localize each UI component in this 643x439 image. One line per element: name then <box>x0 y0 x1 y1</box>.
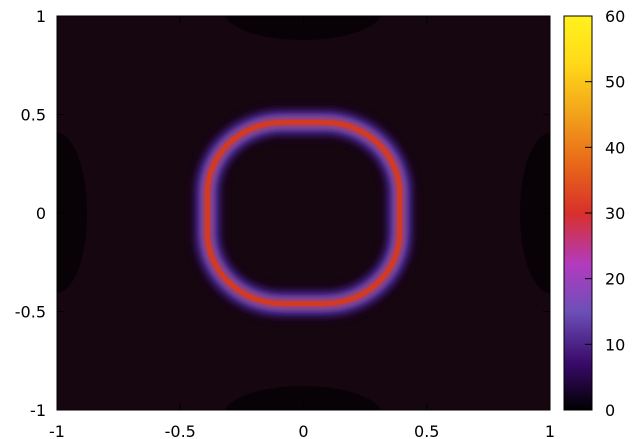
x-tick-label: 0.5 <box>414 422 439 439</box>
colorbar-tick-label: 10 <box>605 335 625 354</box>
x-tick-label: 0 <box>298 422 308 439</box>
colorbar-tick-label: 20 <box>605 270 625 289</box>
x-tick-label: -0.5 <box>165 422 196 439</box>
colorbar-tick-label: 60 <box>605 7 625 26</box>
x-axis: -1 -0.5 0 0.5 1 <box>49 16 555 439</box>
x-tick-label: 1 <box>545 422 555 439</box>
y-tick-label: -1 <box>30 401 46 420</box>
y-tick-label: 0.5 <box>21 106 46 125</box>
y-tick-label: -0.5 <box>15 303 46 322</box>
dark-region-right <box>520 133 550 293</box>
x-tick-label: -1 <box>49 422 65 439</box>
colorbar-tick-label: 0 <box>605 401 615 420</box>
colorbar-tick-label: 50 <box>605 73 625 92</box>
plot-area <box>57 16 550 410</box>
y-tick-label: 1 <box>36 7 46 26</box>
dark-region-left <box>57 133 87 293</box>
dark-region-top <box>224 16 382 40</box>
ring-core <box>204 119 403 307</box>
y-axis: -1 -0.5 0 0.5 1 <box>15 7 550 420</box>
ring-group <box>190 105 417 321</box>
dark-region-bottom <box>224 386 382 410</box>
colorbar-tick-label: 30 <box>605 204 625 223</box>
y-tick-label: 0 <box>36 204 46 223</box>
colorbar-tick-label: 40 <box>605 138 625 157</box>
colorbar-axis: 0 10 20 30 40 50 60 <box>585 7 625 420</box>
